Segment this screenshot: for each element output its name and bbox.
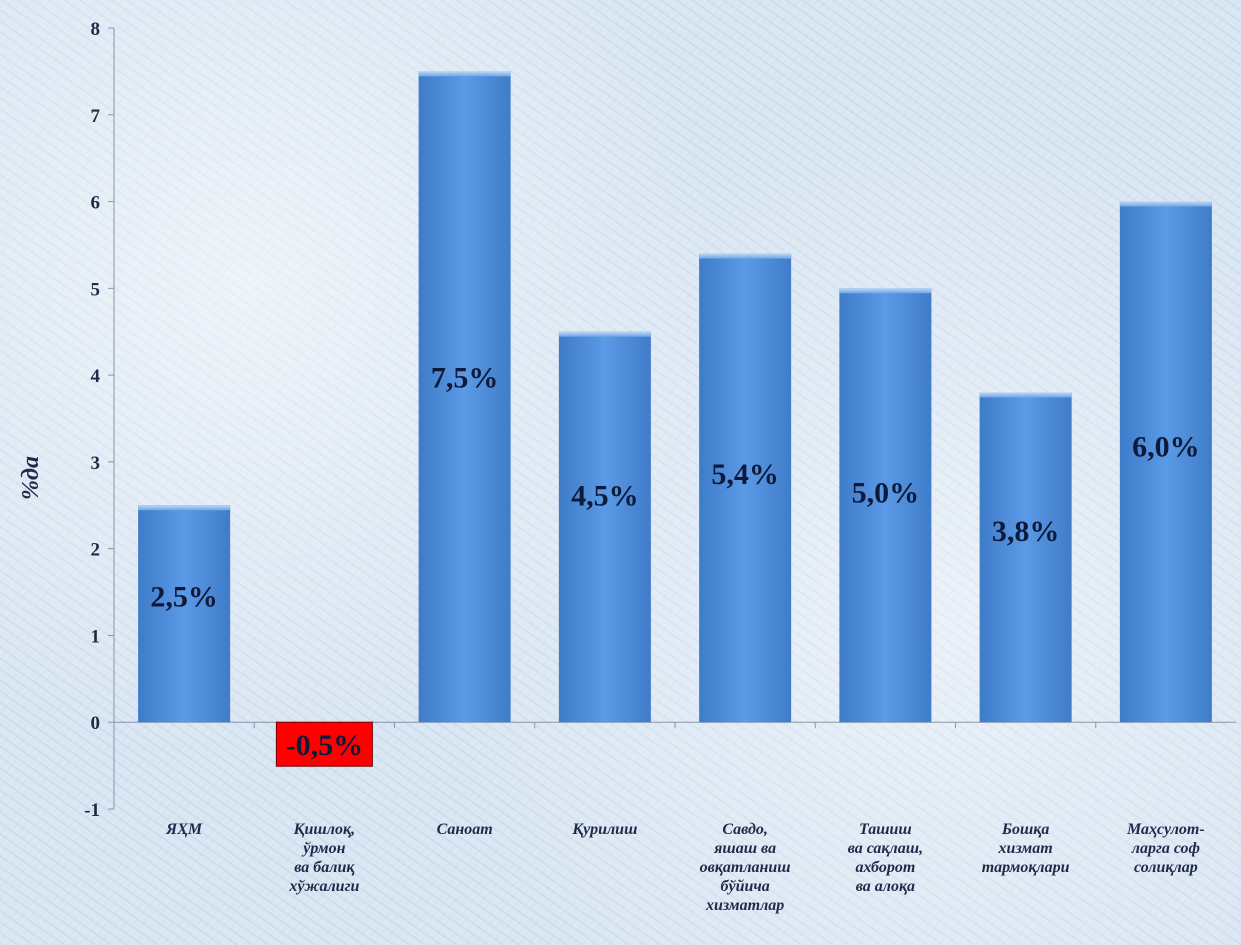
- data-label: 3,8%: [992, 515, 1060, 548]
- category-label-line: ларга соф: [1131, 840, 1200, 857]
- data-label: 2,5%: [150, 580, 218, 613]
- y-tick-label: 0: [91, 713, 101, 734]
- y-tick-label: 2: [91, 540, 101, 561]
- category-label: Ташиш ва сақлаш, ахборот ва алоқа: [848, 821, 923, 895]
- y-tick-label: -1: [84, 800, 100, 821]
- category-label-line: Қурилиш: [571, 821, 637, 838]
- data-label: 4,5%: [571, 480, 639, 513]
- bar: [558, 331, 651, 723]
- category-label-line: Маҳсулот-: [1126, 821, 1205, 838]
- y-tick-label: 4: [91, 366, 101, 387]
- data-label: 5,4%: [711, 458, 779, 491]
- category-label-line: яшаш ва: [713, 840, 776, 857]
- category-label-line: тармоқлари: [982, 859, 1070, 876]
- category-label-line: Бошқа: [1001, 821, 1050, 838]
- category-label-line: ва алоқа: [856, 878, 915, 895]
- category-label-line: хўжалиги: [288, 878, 359, 895]
- y-tick-label: 3: [91, 453, 101, 474]
- labels: 2,5% ЯҲМ -0,5% Қишлоқ, ўрмон ва балиқ хўжалиги…: [150, 361, 1204, 914]
- category-label-line: Савдо,: [722, 821, 768, 838]
- category-label-line: Саноат: [437, 821, 493, 838]
- bar-cap: [699, 253, 792, 259]
- bar: [979, 392, 1072, 723]
- category-label: Савдо, яшаш ва овқатланиш бўйича хизматлар: [700, 821, 791, 914]
- y-tick-label: 6: [91, 193, 101, 214]
- category-label-line: ахборот: [855, 859, 915, 876]
- category-label: Саноат: [437, 821, 493, 838]
- bar: [138, 505, 231, 723]
- category-label-line: овқатланиш: [700, 859, 791, 876]
- category-label-line: ва сақлаш,: [848, 840, 923, 857]
- bar: [418, 71, 511, 723]
- bar-cap: [979, 392, 1072, 398]
- data-label: -0,5%: [286, 729, 364, 762]
- category-label: Қишлоқ, ўрмон ва балиқ хўжалиги: [288, 821, 359, 895]
- y-tick-label: 5: [91, 279, 101, 300]
- data-label: 7,5%: [431, 361, 499, 394]
- category-label-line: ўрмон: [301, 840, 345, 857]
- bar-cap: [418, 71, 511, 77]
- category-label-line: ЯҲМ: [165, 821, 203, 838]
- category-label-line: ва балиқ: [294, 859, 355, 876]
- category-label-line: хизматлар: [705, 897, 784, 914]
- category-label-line: солиқлар: [1134, 859, 1198, 876]
- category-label: Бошқа хизмат тармоқлари: [982, 821, 1070, 876]
- data-label: 5,0%: [852, 476, 920, 509]
- category-label-line: Ташиш: [859, 821, 912, 838]
- category-label-line: бўйича: [720, 878, 769, 895]
- category-label-line: хизмат: [998, 840, 1053, 857]
- bar-cap: [1119, 201, 1212, 207]
- y-tick-label: 8: [91, 19, 101, 40]
- category-label-line: Қишлоқ,: [293, 821, 355, 838]
- bar-cap: [558, 331, 651, 337]
- y-tick-label: 1: [91, 626, 101, 647]
- category-label: ЯҲМ: [165, 821, 203, 838]
- bar: [839, 288, 932, 723]
- bar-cap: [138, 505, 231, 511]
- data-label: 6,0%: [1132, 430, 1200, 463]
- bar: [699, 253, 792, 723]
- bar: [1119, 201, 1212, 723]
- category-label: Қурилиш: [571, 821, 637, 838]
- bar-cap: [839, 288, 932, 294]
- category-label: Маҳсулот-ларга соф солиқлар: [1126, 821, 1205, 876]
- bar-negative: [275, 721, 373, 767]
- y-tick-label: 7: [91, 106, 101, 127]
- y-axis-label: %да: [18, 456, 44, 500]
- bars: [138, 71, 1212, 767]
